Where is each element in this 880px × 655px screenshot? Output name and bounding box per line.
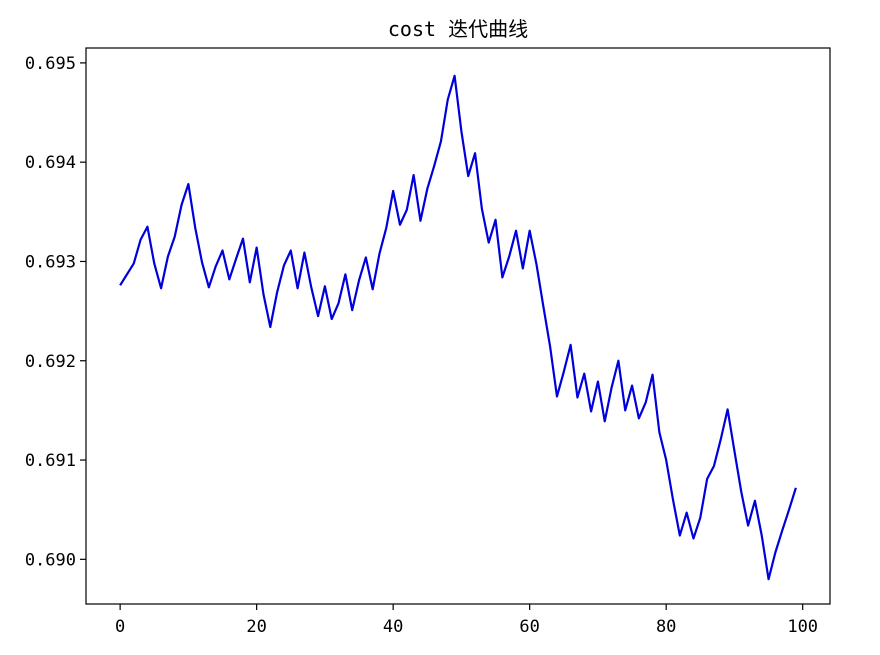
y-tick-label: 0.691 [25, 451, 76, 471]
y-tick-label: 0.694 [25, 153, 76, 173]
y-tick-label: 0.693 [25, 252, 76, 272]
cost-series-line-0 [119, 74, 797, 581]
plot-area [119, 74, 797, 581]
x-tick-label: 40 [383, 617, 403, 637]
chart-title: cost 迭代曲线 [388, 17, 528, 41]
x-tick-label: 80 [656, 617, 676, 637]
x-axis: 0 20 40 60 80 100 [115, 604, 818, 637]
x-tick-label: 0 [115, 617, 125, 637]
axes-frame [85, 47, 831, 605]
y-tick-label: 0.695 [25, 54, 76, 74]
x-tick-label: 60 [519, 617, 539, 637]
x-tick-label: 20 [246, 617, 266, 637]
y-tick-label: 0.692 [25, 352, 76, 372]
y-axis: 0.690 0.691 0.692 0.693 0.694 0.695 [25, 54, 86, 570]
x-tick-label: 100 [787, 617, 818, 637]
y-tick-label: 0.690 [25, 550, 76, 570]
